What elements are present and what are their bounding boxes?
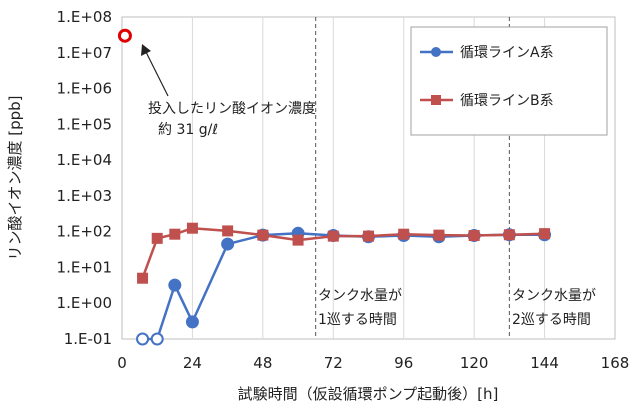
y-tick-label: 1.E+08 [57,8,112,26]
x-tick-label: 24 [183,354,202,372]
legend-label-a: 循環ラインA系 [460,45,554,61]
data-point-a [221,237,235,251]
vline1-annotation-line2: 1巡する時間 [318,312,397,328]
vline1-annotation-line1: タンク水量が [318,288,402,304]
x-axis-title: 試験時間（仮設循環ポンプ起動後）[h] [238,385,499,403]
x-tick-label: 144 [530,354,559,372]
data-point-b [539,228,551,240]
initial-annotation-line1: 投入したリン酸イオン濃度 [148,101,316,117]
legend-marker-b [431,95,441,105]
data-point-b [257,229,269,241]
data-point-b [398,228,410,240]
x-tick-label: 168 [601,354,630,372]
y-tick-label: 1.E+05 [57,115,112,133]
legend-marker-a [431,47,441,57]
data-point-b [137,272,149,284]
vline2-annotation-line2: 2巡する時間 [512,312,591,328]
y-tick-label: 1.E+00 [57,294,112,312]
vline2-annotation-line1: タンク水量が [512,288,596,304]
data-point-b [433,229,445,241]
x-tick-label: 120 [460,354,489,372]
x-tick-label: 48 [253,354,272,372]
x-tick-label: 96 [394,354,413,372]
y-tick-label: 1.E+04 [57,151,112,169]
annotations: 投入したリン酸イオン濃度 約 31 g/ℓ タンク水量が 1巡する時間 タンク水… [141,44,596,328]
data-series [117,28,552,346]
y-tick-label: 1.E-01 [64,330,112,348]
data-point-b [363,230,374,242]
x-tick-label: 0 [117,354,127,372]
data-point-a [136,332,150,346]
data-point-b [292,234,304,246]
y-tick-label: 1.E+06 [57,80,112,98]
y-axis-title: リン酸イオン濃度 [ppb] [6,95,24,260]
data-point-b [327,230,339,242]
data-point-b [169,228,181,240]
data-point-b [503,229,515,241]
data-point-b [222,225,234,237]
y-tick-label: 1.E+02 [57,223,112,241]
initial-concentration-marker [117,28,132,43]
data-point-a [168,278,182,292]
legend-box [410,26,608,136]
legend-label-b: 循環ラインB系 [460,93,554,109]
initial-arrow-line [145,51,169,97]
x-tick-label: 72 [324,354,343,372]
data-point-a [185,315,199,329]
x-axis: 0 24 48 72 96 120 144 168 [117,354,629,372]
y-tick-label: 1.E+07 [57,44,112,62]
data-point-b [468,230,480,242]
y-axis: 1.E-01 1.E+00 1.E+01 1.E+02 1.E+03 1.E+04 1.E+… [57,8,112,348]
data-point-b [186,222,198,234]
data-point-b [151,232,163,244]
data-point-a [150,332,164,346]
initial-arrow-head [141,44,151,56]
legend: 循環ラインA系 循環ラインB系 [410,26,608,136]
y-tick-label: 1.E+03 [57,187,112,205]
initial-annotation-line2: 約 31 g/ℓ [158,122,218,138]
reference-lines [315,17,510,339]
y-tick-label: 1.E+01 [57,258,112,276]
